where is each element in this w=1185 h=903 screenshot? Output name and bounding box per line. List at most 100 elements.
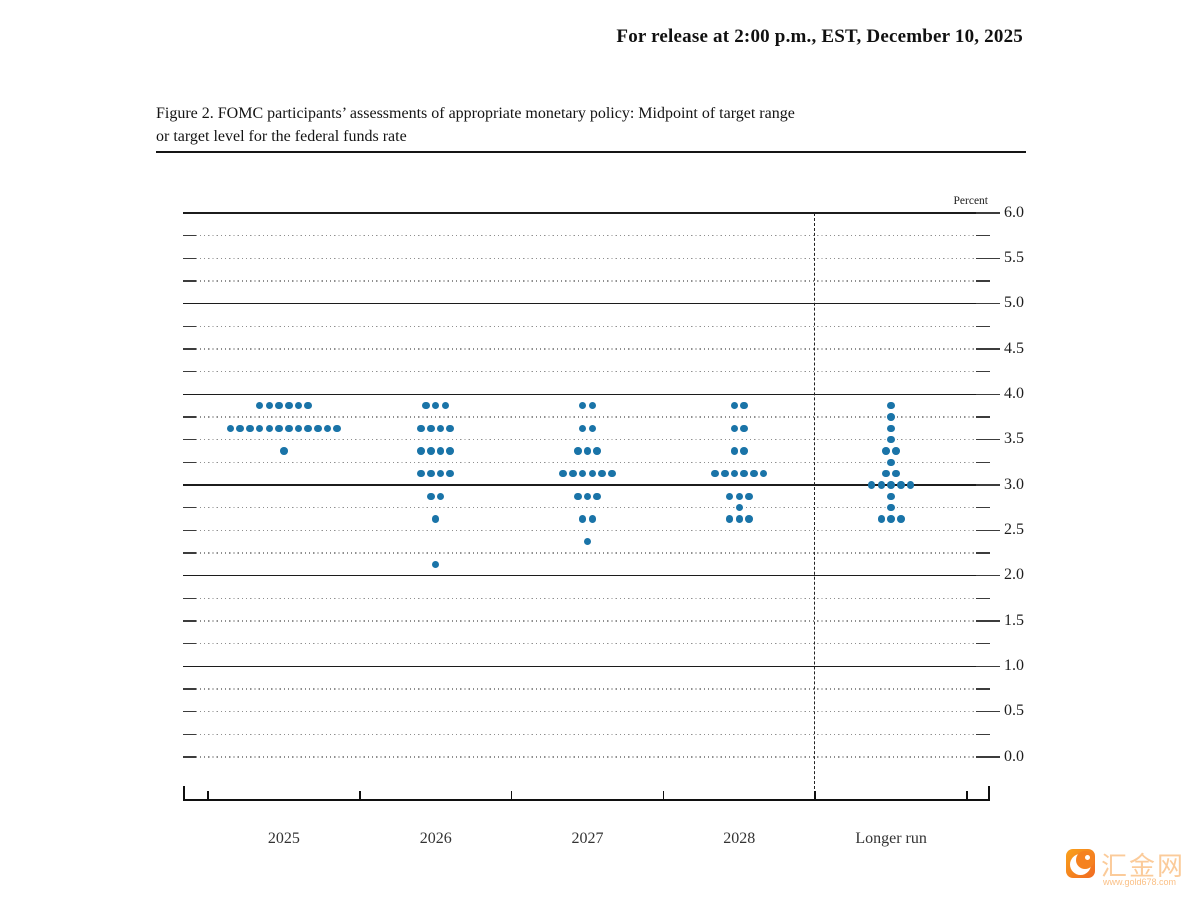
- y-tick-right: [976, 597, 990, 600]
- projection-dot: [436, 424, 445, 433]
- y-tick-left: [183, 461, 196, 464]
- gridline-dotted: [183, 688, 990, 690]
- projection-dot: [583, 447, 592, 455]
- projection-dot: [275, 424, 283, 433]
- y-tick-left: [183, 348, 196, 350]
- watermark-site-name: 汇金网: [1101, 851, 1185, 881]
- projection-dot: [446, 469, 455, 478]
- projection-dot: [588, 469, 597, 478]
- y-tick-right: [976, 348, 1000, 350]
- y-tick-right: [976, 370, 990, 373]
- y-tick-right: [976, 461, 990, 464]
- y-axis-label: 1.0: [1004, 656, 1024, 674]
- y-tick-right: [976, 665, 1000, 668]
- projection-dot: [294, 424, 303, 433]
- projection-dot: [427, 492, 435, 501]
- projection-dot: [436, 447, 445, 455]
- y-tick-right: [976, 416, 990, 418]
- y-tick-right: [976, 620, 1000, 622]
- projection-dot: [740, 424, 748, 433]
- x-axis-tick: [966, 790, 968, 799]
- projection-dot: [892, 469, 900, 478]
- y-tick-left: [183, 733, 196, 736]
- projection-dot: [711, 469, 719, 478]
- y-tick-right: [976, 302, 1000, 305]
- projection-dot: [436, 492, 445, 501]
- y-axis-label: 3.5: [1004, 430, 1024, 448]
- projection-dot: [759, 469, 768, 478]
- projection-dot: [725, 515, 734, 523]
- y-tick-left: [183, 234, 196, 237]
- y-tick-left: [183, 438, 196, 441]
- y-tick-left: [183, 710, 196, 713]
- projection-dot: [446, 424, 455, 433]
- projection-dot: [578, 469, 587, 478]
- projection-dot: [588, 515, 597, 523]
- projection-dot: [725, 492, 734, 501]
- x-axis-tick: [662, 790, 665, 799]
- projection-dot: [427, 424, 435, 433]
- gridline-dotted: [183, 552, 990, 554]
- gridline-dotted: [183, 280, 990, 282]
- y-tick-right: [976, 393, 1000, 396]
- watermark-site-url: www.gold678.com: [1103, 877, 1177, 887]
- projection-dot: [417, 469, 425, 478]
- projection-dot: [867, 481, 876, 489]
- figure-title-line1: Figure 2. FOMC participants’ assessments…: [156, 105, 795, 122]
- figure-title: Figure 2. FOMC participants’ assessments…: [156, 103, 1046, 148]
- projection-dot: [740, 447, 748, 455]
- projection-dot: [304, 401, 312, 410]
- y-tick-left: [183, 416, 196, 418]
- gold678-logo-icon: [1066, 849, 1095, 878]
- projection-dot: [735, 503, 744, 512]
- gridline-dotted: [183, 439, 990, 441]
- gridline-dotted: [183, 711, 990, 713]
- y-axis-label: 1.5: [1004, 611, 1024, 629]
- projection-dot: [892, 447, 900, 455]
- projection-dot: [740, 401, 748, 410]
- gridline-dotted: [183, 620, 990, 622]
- x-axis-tick: [358, 790, 361, 799]
- projection-dot: [446, 447, 455, 455]
- projection-dot: [588, 401, 597, 410]
- projection-dot: [887, 492, 895, 501]
- projection-dot: [578, 424, 587, 433]
- x-axis-end-tick-left: [183, 785, 185, 799]
- projection-dot: [441, 401, 450, 410]
- projection-dot: [294, 401, 303, 410]
- projection-dot: [417, 447, 425, 455]
- projection-dot: [750, 469, 758, 478]
- projection-dot: [887, 503, 895, 512]
- y-axis-label: 4.0: [1004, 384, 1024, 402]
- gridline-dotted: [183, 643, 990, 645]
- y-tick-right: [976, 506, 990, 509]
- y-tick-right: [976, 710, 1000, 713]
- projection-dot: [255, 401, 264, 410]
- projection-dot: [887, 435, 895, 444]
- y-tick-right: [976, 642, 990, 645]
- x-axis-line: [183, 798, 990, 801]
- y-axis-label: 4.5: [1004, 339, 1024, 357]
- gridline-dotted: [183, 461, 990, 463]
- projection-dot: [236, 424, 245, 433]
- y-tick-right: [976, 733, 990, 736]
- projection-dot: [427, 447, 435, 455]
- y-tick-right: [976, 234, 990, 237]
- projection-dot: [588, 424, 597, 433]
- y-tick-left: [183, 529, 196, 532]
- projection-dot: [275, 401, 283, 410]
- x-axis-label: Longer run: [855, 830, 927, 847]
- x-axis-tick: [510, 790, 513, 799]
- projection-dot: [574, 447, 582, 455]
- y-tick-left: [183, 756, 196, 758]
- projection-dot: [427, 469, 435, 478]
- gridline-dotted: [183, 529, 990, 531]
- projection-dot: [887, 424, 895, 433]
- y-axis-label: 6.0: [1004, 203, 1024, 221]
- projection-dot: [436, 469, 445, 478]
- release-header: For release at 2:00 p.m., EST, December …: [616, 26, 1023, 47]
- gridline-solid: [183, 484, 990, 486]
- projection-dot: [422, 401, 430, 410]
- projection-dot: [887, 481, 895, 489]
- x-axis-label: 2028: [723, 830, 756, 847]
